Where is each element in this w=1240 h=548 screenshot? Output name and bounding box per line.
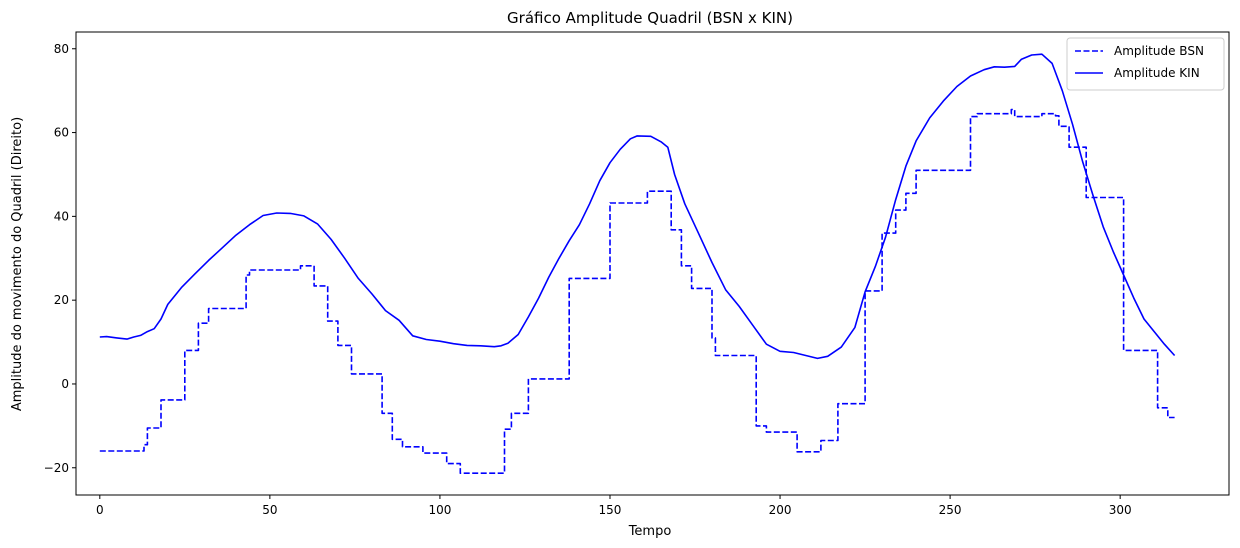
legend-box xyxy=(1066,37,1225,91)
x-axis-label: Tempo xyxy=(628,524,672,539)
y-tick-label: 0 xyxy=(61,377,69,391)
legend-bsn-label: Amplitude BSN xyxy=(1114,44,1204,58)
y-axis-label: Amplitude do movimento do Quadril (Direi… xyxy=(10,117,25,411)
x-tick-label: 300 xyxy=(1109,503,1132,517)
x-tick-label: 250 xyxy=(939,503,962,517)
y-tick-label: −20 xyxy=(44,461,69,475)
x-axis: 0 50 100 150 200 250 300 xyxy=(96,495,1132,517)
series-line-kin xyxy=(99,53,1176,360)
plot-lines xyxy=(99,53,1176,474)
legend: Amplitude BSN Amplitude KIN xyxy=(1066,37,1225,91)
x-tick-label: 150 xyxy=(599,503,622,517)
legend-kin-label: Amplitude KIN xyxy=(1114,66,1200,80)
series-line-bsn xyxy=(99,108,1175,474)
y-tick-label: 20 xyxy=(54,293,69,307)
x-tick-label: 50 xyxy=(262,503,277,517)
y-tick-label: 40 xyxy=(54,209,69,223)
x-tick-label: 0 xyxy=(96,503,104,517)
x-tick-label: 100 xyxy=(428,503,451,517)
chart-title: Gráfico Amplitude Quadril (BSN x KIN) xyxy=(507,9,793,27)
y-axis: −20 0 20 40 60 80 xyxy=(44,42,76,475)
y-tick-label: 80 xyxy=(54,42,69,56)
y-tick-label: 60 xyxy=(54,126,69,140)
x-tick-label: 200 xyxy=(769,503,792,517)
plot-frame xyxy=(75,31,1230,496)
